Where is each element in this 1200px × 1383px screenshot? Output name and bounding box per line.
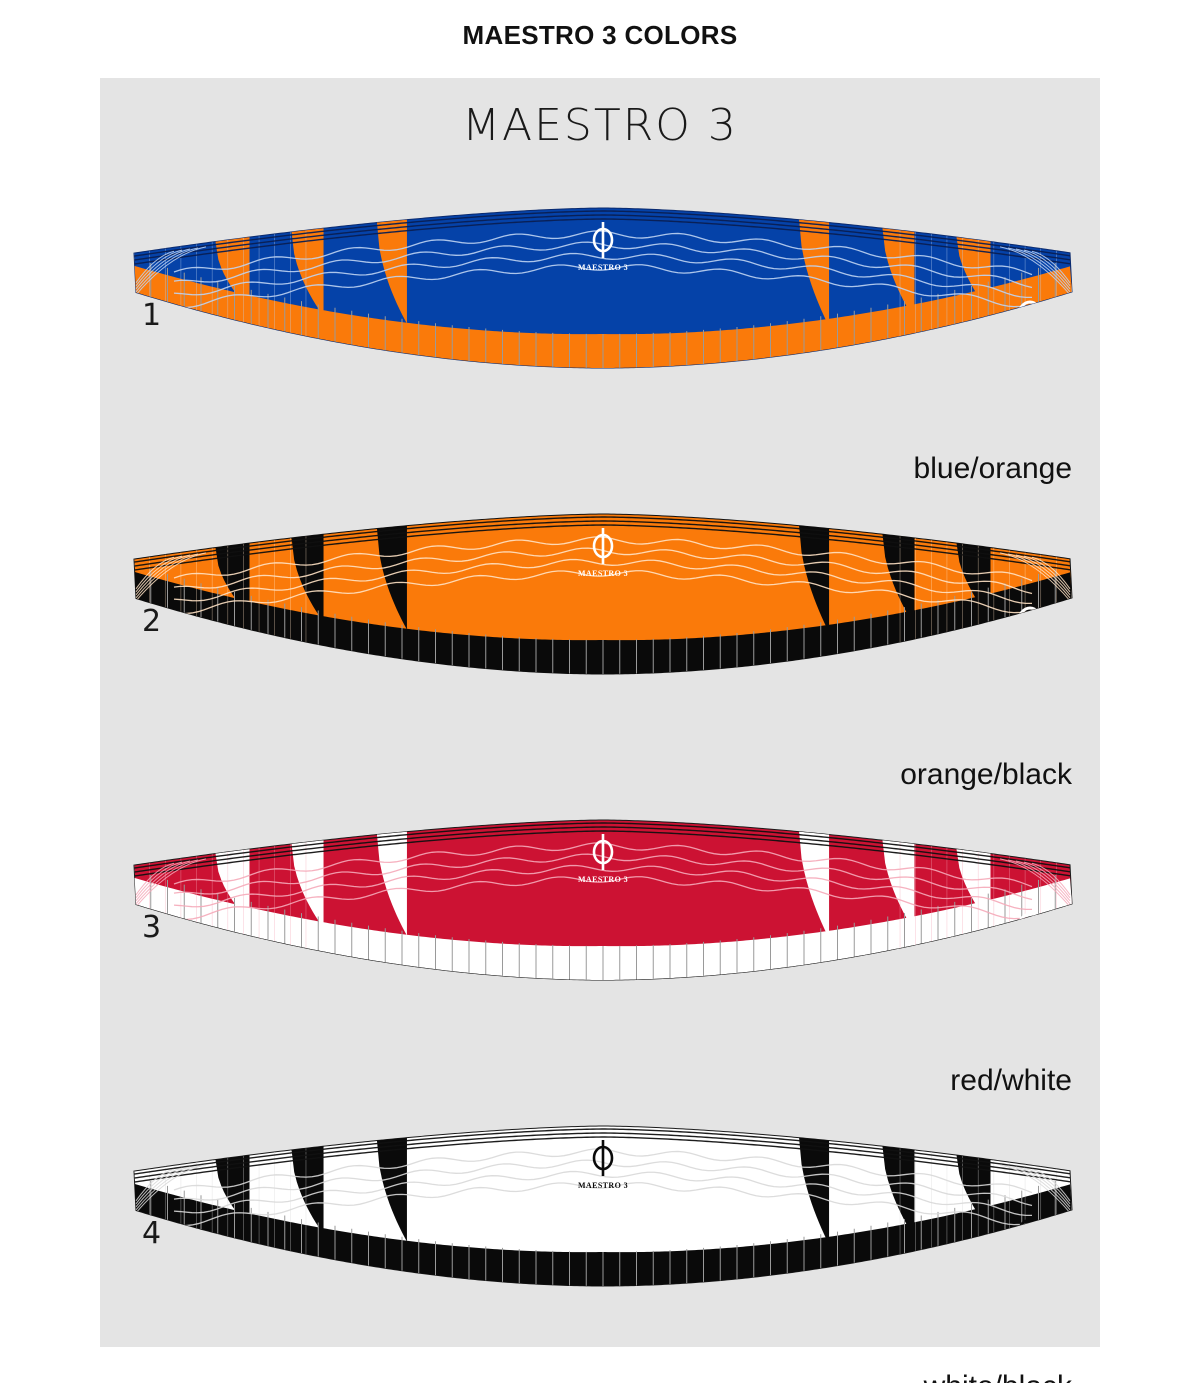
wingtip-brand-text: MAESTRO 3 xyxy=(141,622,150,669)
wing-block-1[interactable]: 1 MAESTRO 3 MAESTRO 3 blue/orange xyxy=(100,170,1100,485)
wing-illustration: MAESTRO 3 MAESTRO 3 xyxy=(133,1125,1073,1287)
wingtip-brand-text: MAESTRO 3 xyxy=(141,316,150,363)
center-logo-icon: MAESTRO 3 xyxy=(578,1140,628,1190)
wing-color-label-4: white/black xyxy=(924,1370,1072,1383)
wingtip-brand-text: MAESTRO 3 xyxy=(141,1234,150,1281)
center-logo-text: MAESTRO 3 xyxy=(578,875,628,884)
wing-illustration: MAESTRO 3 MAESTRO 3 xyxy=(133,819,1073,981)
wing-index-1: 1 xyxy=(142,298,162,333)
wing-index-3: 3 xyxy=(142,910,162,945)
wing-color-label-3: red/white xyxy=(950,1064,1072,1097)
center-logo-icon: MAESTRO 3 xyxy=(578,834,628,884)
panel-heading: MAESTRO 3 xyxy=(462,100,738,151)
center-logo-text: MAESTRO 3 xyxy=(578,1181,628,1190)
wing-index-4: 4 xyxy=(142,1216,162,1251)
center-logo-text: MAESTRO 3 xyxy=(578,569,628,578)
colors-panel: MAESTRO 3 1 MAESTRO 3 MAESTRO 3 blue/orange… xyxy=(100,78,1100,1383)
wing-block-3[interactable]: 3 MAESTRO 3 MAESTRO 3 red/white xyxy=(100,782,1100,1097)
page-title: MAESTRO 3 COLORS xyxy=(462,20,738,50)
wing-color-label-1: blue/orange xyxy=(913,452,1072,485)
center-logo-icon: MAESTRO 3 xyxy=(578,222,628,272)
wing-index-2: 2 xyxy=(142,604,162,639)
wing-illustration: MAESTRO 3 MAESTRO 3 xyxy=(133,207,1073,369)
wing-block-2[interactable]: 2 MAESTRO 3 MAESTRO 3 orange/black xyxy=(100,476,1100,791)
wing-illustration: MAESTRO 3 MAESTRO 3 xyxy=(133,513,1073,675)
wing-color-label-2: orange/black xyxy=(900,758,1072,791)
center-logo-icon: MAESTRO 3 xyxy=(578,528,628,578)
wingtip-brand-text: MAESTRO 3 xyxy=(141,928,150,975)
center-logo-text: MAESTRO 3 xyxy=(578,263,628,272)
